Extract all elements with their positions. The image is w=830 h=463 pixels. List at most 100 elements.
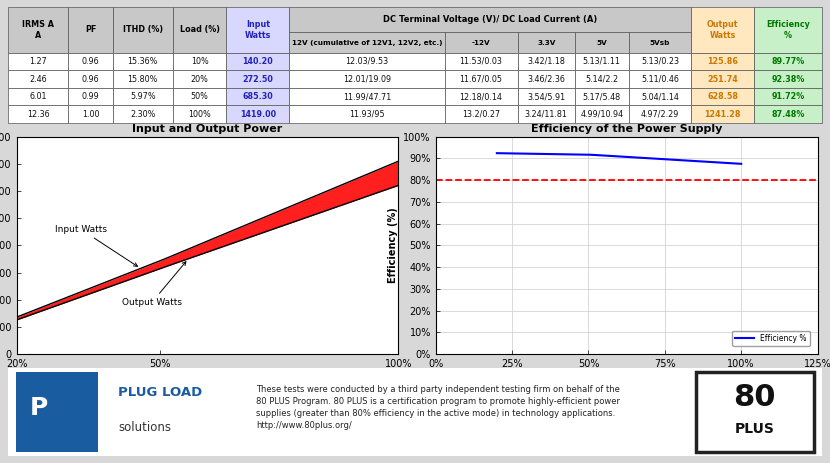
Text: 13.2/0.27: 13.2/0.27	[462, 110, 500, 119]
Text: 91.72%: 91.72%	[771, 92, 804, 101]
Bar	[518, 70, 575, 88]
Text: 20%: 20%	[191, 75, 208, 83]
Bar	[518, 53, 575, 70]
Text: Input Watts: Input Watts	[55, 225, 138, 266]
Bar	[628, 70, 691, 88]
Text: 100%: 100%	[188, 110, 211, 119]
Bar	[691, 106, 754, 123]
Bar	[8, 70, 68, 88]
Text: PLUG LOAD: PLUG LOAD	[118, 386, 203, 399]
Bar	[173, 106, 227, 123]
Bar	[575, 70, 628, 88]
Text: 125.86: 125.86	[707, 57, 738, 66]
Text: 0.99: 0.99	[81, 92, 100, 101]
Bar	[575, 32, 628, 53]
Bar	[8, 7, 68, 53]
Text: 5.11/0.46: 5.11/0.46	[641, 75, 679, 83]
Text: These tests were conducted by a third party independent testing firm on behalf o: These tests were conducted by a third pa…	[256, 385, 620, 431]
Bar	[113, 88, 173, 106]
Text: 3.46/2.36: 3.46/2.36	[527, 75, 565, 83]
Text: P: P	[30, 396, 48, 420]
Bar	[518, 32, 575, 53]
Text: 12.18/0.14: 12.18/0.14	[460, 92, 502, 101]
Bar	[68, 70, 113, 88]
Bar	[68, 106, 113, 123]
Bar	[575, 106, 628, 123]
Text: 5.04/1.14: 5.04/1.14	[641, 92, 679, 101]
Text: 1419.00: 1419.00	[240, 110, 276, 119]
Bar	[173, 88, 227, 106]
Text: 5.97%: 5.97%	[130, 92, 155, 101]
Bar	[754, 53, 822, 70]
Bar	[754, 88, 822, 106]
Bar	[8, 53, 68, 70]
Text: 5.13/0.23: 5.13/0.23	[641, 57, 679, 66]
Text: 1.00: 1.00	[82, 110, 100, 119]
Text: 0.96: 0.96	[81, 57, 100, 66]
Bar	[173, 70, 227, 88]
Bar	[227, 88, 290, 106]
Text: 12V (cumulative of 12V1, 12V2, etc.): 12V (cumulative of 12V1, 12V2, etc.)	[291, 39, 442, 45]
Bar	[290, 70, 445, 88]
Bar	[68, 53, 113, 70]
Text: 628.58: 628.58	[707, 92, 739, 101]
Bar	[691, 53, 754, 70]
Bar	[173, 53, 227, 70]
Text: 11.99/47.71: 11.99/47.71	[343, 92, 391, 101]
Text: Output Watts: Output Watts	[121, 262, 186, 307]
Text: 15.36%: 15.36%	[128, 57, 158, 66]
Bar	[518, 106, 575, 123]
Text: 1241.28: 1241.28	[705, 110, 741, 119]
Text: 5Vsb: 5Vsb	[650, 39, 670, 45]
Bar	[8, 88, 68, 106]
Bar	[691, 88, 754, 106]
Bar	[173, 7, 227, 53]
Bar	[290, 7, 691, 32]
Bar	[518, 88, 575, 106]
Text: 80: 80	[734, 383, 776, 413]
Text: 3.54/5.91: 3.54/5.91	[527, 92, 565, 101]
Text: 5V: 5V	[596, 39, 607, 45]
Text: PF: PF	[85, 25, 96, 34]
Text: ITHD (%): ITHD (%)	[123, 25, 163, 34]
Text: 140.20: 140.20	[242, 57, 273, 66]
Bar	[290, 53, 445, 70]
Bar	[691, 70, 754, 88]
Bar	[227, 106, 290, 123]
Text: 12.03/9.53: 12.03/9.53	[345, 57, 388, 66]
Bar	[227, 7, 290, 53]
Text: 92.38%: 92.38%	[771, 75, 804, 83]
Text: 11.67/0.05: 11.67/0.05	[460, 75, 503, 83]
Text: Input
Watts: Input Watts	[245, 20, 271, 39]
Title: Efficiency of the Power Supply: Efficiency of the Power Supply	[531, 125, 722, 134]
Text: Output
Watts: Output Watts	[707, 20, 739, 39]
Text: 12.01/19.09: 12.01/19.09	[343, 75, 391, 83]
Bar	[754, 7, 822, 53]
Legend: Efficiency %: Efficiency %	[732, 331, 810, 346]
Bar	[290, 88, 445, 106]
Text: 12.36: 12.36	[27, 110, 50, 119]
Text: PLUS: PLUS	[735, 423, 774, 437]
Bar	[628, 53, 691, 70]
Bar	[445, 53, 518, 70]
Bar	[68, 88, 113, 106]
Text: 2.46: 2.46	[30, 75, 47, 83]
Bar	[628, 88, 691, 106]
Text: 5.17/5.48: 5.17/5.48	[583, 92, 621, 101]
Text: IRMS A
A: IRMS A A	[22, 20, 54, 39]
Text: 11.53/0.03: 11.53/0.03	[460, 57, 502, 66]
Text: 5.14/2.2: 5.14/2.2	[585, 75, 618, 83]
Text: solutions: solutions	[118, 421, 171, 434]
Text: 272.50: 272.50	[242, 75, 273, 83]
Bar	[628, 32, 691, 53]
Text: -12V: -12V	[471, 39, 491, 45]
Text: 87.48%: 87.48%	[771, 110, 804, 119]
Bar	[445, 88, 518, 106]
Bar	[445, 106, 518, 123]
Text: 3.24/11.81: 3.24/11.81	[525, 110, 568, 119]
Text: 685.30: 685.30	[242, 92, 273, 101]
Text: 50%: 50%	[191, 92, 208, 101]
Text: 3.3V: 3.3V	[537, 39, 555, 45]
Text: 4.97/2.29: 4.97/2.29	[641, 110, 679, 119]
Text: 5.13/1.11: 5.13/1.11	[583, 57, 621, 66]
